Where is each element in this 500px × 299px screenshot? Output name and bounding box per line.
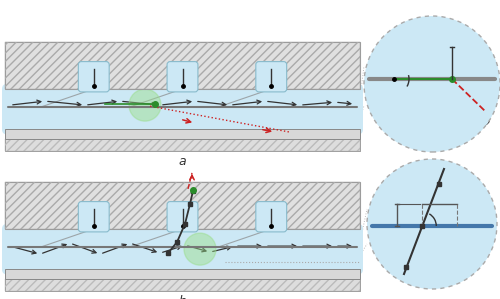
Bar (5, 129, 360, 139)
Bar (5, 279, 360, 291)
Circle shape (367, 159, 497, 289)
FancyBboxPatch shape (2, 224, 363, 274)
Text: ν⃗: ν⃗ (484, 117, 490, 127)
Text: α: α (408, 82, 416, 92)
Circle shape (184, 233, 216, 265)
Bar (5, 269, 360, 279)
Text: d₂: d₂ (434, 191, 446, 201)
FancyBboxPatch shape (256, 62, 286, 92)
Text: b: b (178, 295, 186, 299)
Circle shape (129, 89, 161, 121)
Text: d₁: d₁ (382, 210, 394, 220)
Bar (5, 182, 360, 229)
FancyBboxPatch shape (2, 84, 363, 134)
Text: a: a (178, 155, 186, 168)
Bar (5, 229, 360, 269)
Circle shape (364, 16, 500, 152)
FancyBboxPatch shape (167, 62, 198, 92)
Bar (5, 89, 360, 129)
Bar (5, 139, 360, 151)
Text: α: α (436, 212, 443, 222)
FancyBboxPatch shape (256, 202, 286, 232)
Bar (5, 182, 360, 229)
Bar (5, 279, 360, 291)
Text: d: d (442, 51, 450, 63)
Bar (5, 42, 360, 89)
FancyBboxPatch shape (167, 202, 198, 232)
Bar (5, 139, 360, 151)
FancyBboxPatch shape (78, 62, 109, 92)
FancyBboxPatch shape (78, 202, 109, 232)
Bar (5, 42, 360, 89)
